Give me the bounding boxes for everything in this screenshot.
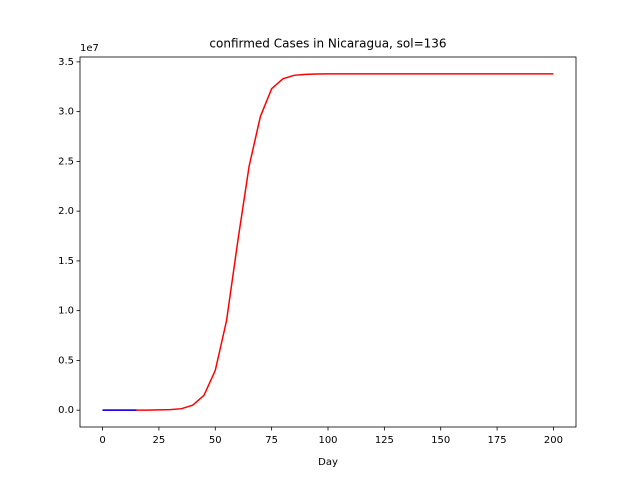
x-tick-label: 200 — [544, 435, 563, 446]
x-tick-label: 0 — [99, 435, 105, 446]
x-tick-label: 50 — [209, 435, 222, 446]
y-tick-label: 3.5 — [58, 57, 74, 68]
x-tick-label: 100 — [318, 435, 337, 446]
chart-title: confirmed Cases in Nicaragua, sol=136 — [209, 37, 446, 51]
x-axis-label: Day — [318, 457, 338, 468]
x-tick-label: 25 — [153, 435, 166, 446]
y-offset-label: 1e7 — [80, 43, 99, 54]
y-tick-label: 3.0 — [58, 107, 74, 118]
y-tick-label: 0.5 — [58, 355, 74, 366]
y-tick-label: 0.0 — [58, 405, 74, 416]
x-tick-label: 175 — [488, 435, 507, 446]
y-tick-label: 2.0 — [58, 206, 74, 217]
data-line — [102, 73, 554, 411]
x-tick-label: 150 — [431, 435, 450, 446]
x-tick-label: 125 — [375, 435, 394, 446]
x-tick-label: 75 — [265, 435, 278, 446]
y-tick-label: 2.5 — [58, 156, 74, 167]
y-tick-label: 1.0 — [58, 306, 74, 317]
plot-area — [102, 73, 554, 411]
y-tick-label: 1.5 — [58, 256, 74, 267]
